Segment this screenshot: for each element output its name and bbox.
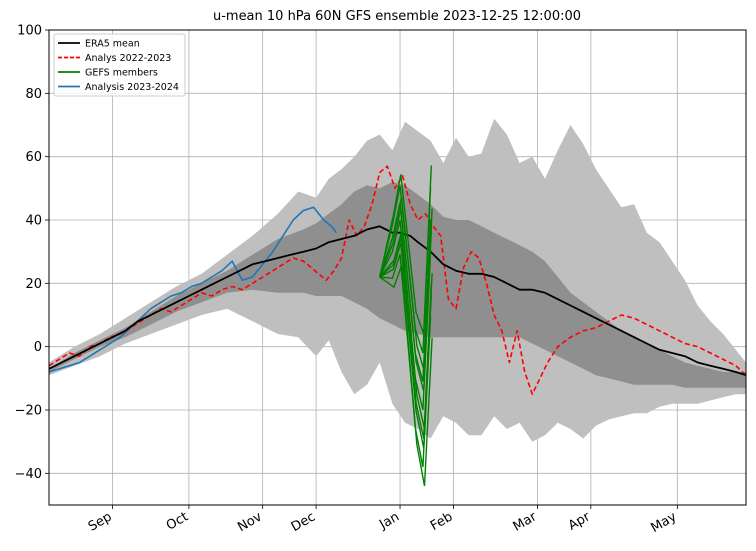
series-line-era5-mean <box>48 225 747 377</box>
x-tick-label: May <box>649 509 680 536</box>
legend-label: GEFS members <box>85 68 158 79</box>
chart-title: u-mean 10 hPa 60N GFS ensemble 2023-12-2… <box>213 9 581 24</box>
y-tick-label: 0 <box>34 340 42 355</box>
x-tick-label: Oct <box>164 509 191 533</box>
y-tick-label: 40 <box>25 214 42 229</box>
y-tick-label: 100 <box>17 24 42 39</box>
y-axis: −40 −20 0 20 40 60 80 100 <box>15 24 49 482</box>
legend-label: ERA5 mean <box>85 39 140 50</box>
legend-label: Analysis 2023-2024 <box>85 82 179 93</box>
series-line-analysis-2023-2024 <box>48 206 338 373</box>
x-tick-label: Mar <box>511 509 540 535</box>
plot-border <box>48 29 747 506</box>
y-tick-label: 60 <box>25 150 42 165</box>
series-line-gefs-members <box>379 219 432 411</box>
legend-box <box>53 33 186 97</box>
series-line-gefs-members <box>379 202 432 382</box>
y-tick-label: −40 <box>15 467 42 482</box>
series-line-gefs-members <box>379 165 432 335</box>
x-tick-label: Nov <box>235 509 265 535</box>
y-tick-label: 80 <box>25 87 42 102</box>
legend: ERA5 mean Analys 2022-2023 GEFS members Ana… <box>53 33 186 97</box>
legend-label: Analys 2022-2023 <box>85 53 171 64</box>
x-tick-label: Sep <box>86 509 115 534</box>
x-tick-label: Dec <box>289 509 318 535</box>
y-tick-label: −20 <box>15 404 42 419</box>
x-tick-label: Jan <box>376 509 402 533</box>
plot-frame <box>48 29 747 506</box>
series-line-analys-2022-2023 <box>48 165 747 396</box>
x-tick-label: Feb <box>428 509 455 534</box>
series-lines <box>48 165 747 487</box>
x-axis: Sep Oct Nov Dec Jan Feb Mar Apr May <box>86 505 680 536</box>
series-line-gefs-members <box>379 265 433 487</box>
x-tick-label: Apr <box>566 509 594 534</box>
y-tick-label: 20 <box>25 277 42 292</box>
series-line-gefs-members <box>379 185 432 354</box>
series-line-gefs-members <box>379 236 432 439</box>
